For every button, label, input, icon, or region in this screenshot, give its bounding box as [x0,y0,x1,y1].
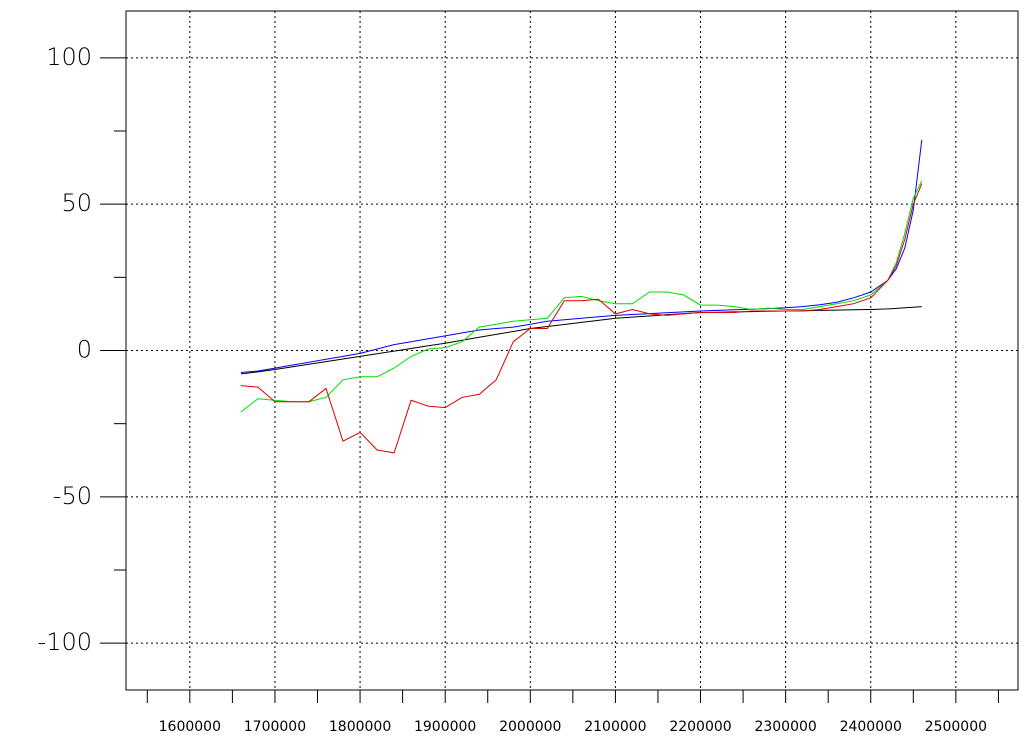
x-tick-label: 1700000 [244,719,306,735]
x-tick-label: 2000000 [499,719,561,735]
y-tick-label: 50 [61,189,92,217]
y-tick-label: -100 [38,628,92,656]
x-tick-label: 2200000 [669,719,731,735]
y-tick-label: 0 [77,336,92,364]
series-line [240,180,923,413]
y-tick-label: 100 [46,43,92,71]
series-line [240,183,923,454]
x-tick-label: 1600000 [159,719,221,735]
x-tick-label: 1800000 [329,719,391,735]
x-tick-label: 2100000 [584,719,646,735]
series-line [240,306,922,375]
x-tick-label: 2300000 [754,719,816,735]
series-line [240,139,923,373]
x-tick-label: 2400000 [840,719,902,735]
y-tick-label: -50 [53,482,92,510]
x-tick-label: 2500000 [925,719,987,735]
x-tick-label: 1900000 [414,719,476,735]
